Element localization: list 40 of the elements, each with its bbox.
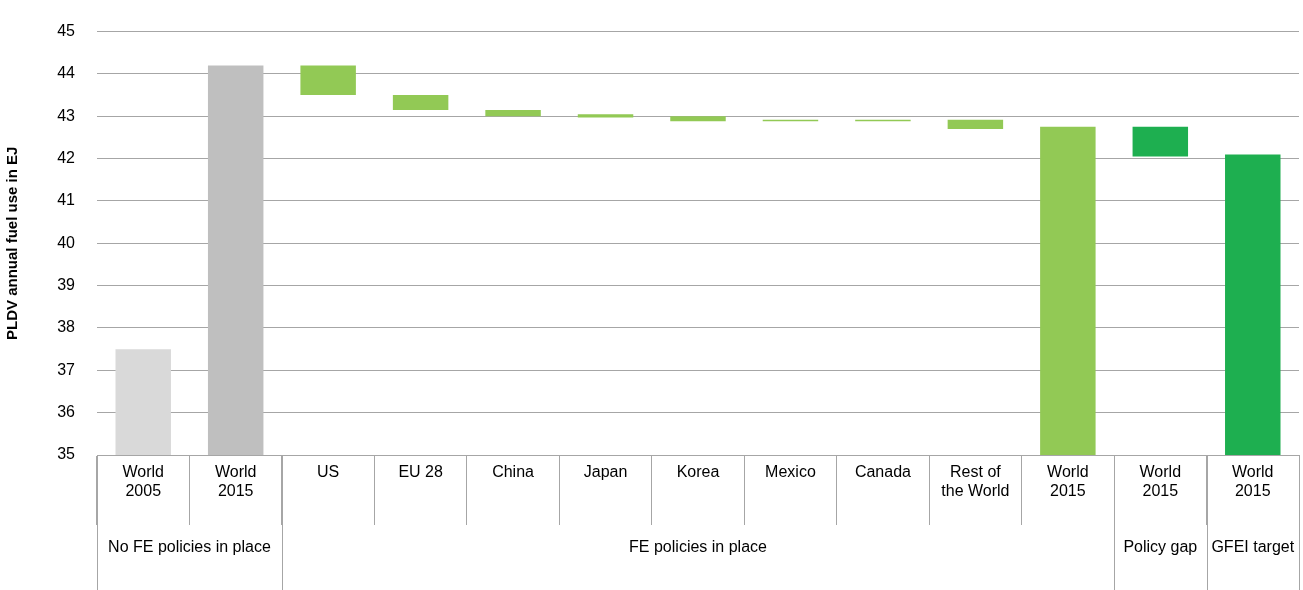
y-tick-label: 44 [57, 64, 76, 82]
x-tick-label: World 2015 [1139, 463, 1182, 500]
bar [1225, 154, 1281, 455]
x-tick-label: Mexico [765, 463, 816, 481]
text: GFEI target [1211, 538, 1295, 556]
x-tick-label: Korea [676, 463, 720, 481]
x-tick-label: World 2015 [1047, 463, 1089, 500]
x-tick-label: World 2015 [1232, 463, 1274, 500]
x-tick-label: World 2015 [214, 463, 257, 500]
y-tick-label: 41 [57, 191, 76, 209]
y-tick-label: 38 [57, 318, 76, 336]
x-tick-label: China [492, 463, 535, 481]
x-tick-label: Canada [854, 463, 912, 481]
bar [300, 65, 356, 96]
y-axis-title: PLDV annual fuel use in EJ [3, 146, 21, 340]
y-tick-label: 39 [57, 276, 76, 294]
bar [577, 114, 634, 118]
bar [947, 119, 1004, 129]
text: Policy gap [1123, 538, 1198, 556]
text: No FE policies in place [108, 538, 271, 556]
y-tick-label: 45 [57, 22, 76, 40]
y-tick-label: 40 [57, 233, 76, 251]
y-tick-label: 42 [57, 149, 76, 167]
x-tick-label: Japan [583, 463, 628, 481]
bar [1040, 126, 1096, 455]
y-tick-label: 37 [57, 360, 76, 378]
bar [207, 65, 264, 455]
y-tick-label: 35 [57, 445, 76, 463]
x-tick-label: World 2005 [122, 463, 164, 500]
bar [115, 349, 171, 455]
bar [1132, 126, 1189, 157]
bar [485, 109, 541, 117]
text: FE policies in place [629, 538, 768, 556]
y-tick-label: 43 [57, 106, 76, 124]
bar [392, 95, 449, 110]
y-tick-label: 36 [57, 403, 76, 421]
x-tick-label: EU 28 [398, 463, 443, 481]
x-tick-label: US [317, 463, 340, 481]
x-tick-label: Rest of the World [941, 463, 1010, 500]
bar [670, 116, 726, 122]
